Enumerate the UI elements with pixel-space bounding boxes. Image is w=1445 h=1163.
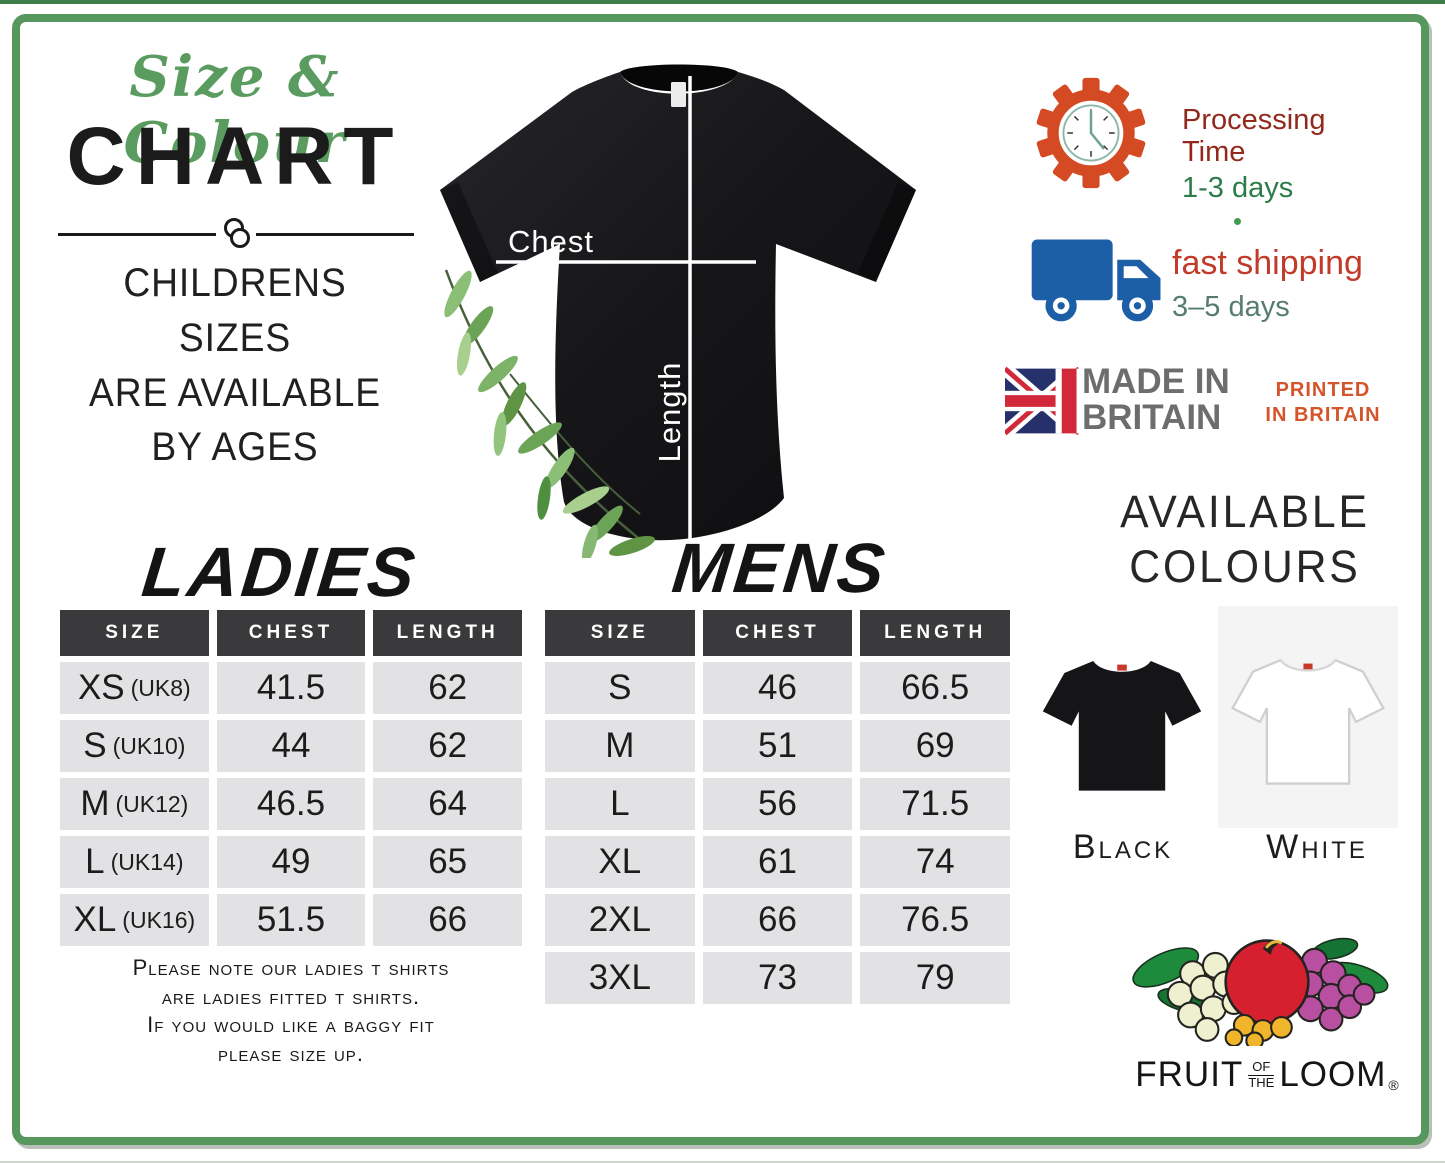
shipping-title: fast shipping — [1172, 244, 1363, 282]
value-cell: 65 — [373, 836, 522, 888]
value-cell: 46 — [702, 662, 853, 714]
made-in-britain-label: MADE IN BRITAIN — [1082, 362, 1230, 438]
childrens-line: SIZES — [178, 315, 292, 360]
size-cell: M — [545, 720, 695, 772]
value-cell: 62 — [373, 662, 522, 714]
value-cell: 61 — [702, 836, 853, 888]
mens-section-title: MENS — [668, 529, 892, 607]
processing-time-text: Processing Time 1-3 days — [1182, 104, 1325, 204]
size-cell: XS (UK8) — [60, 662, 209, 714]
leaf-branch-decoration — [444, 269, 655, 564]
black-colour-tshirt — [1042, 661, 1202, 791]
ladies-size-table: SIZE CHEST LENGTH XS (UK8) 41.5 62 S (UK10) 44 62 M… — [60, 610, 522, 946]
size-cell: XL (UK16) — [60, 894, 209, 946]
value-cell: 79 — [860, 952, 1010, 1004]
note-line: If you would like a baggy fit — [147, 1012, 435, 1038]
value-cell: 76.5 — [860, 894, 1010, 946]
colour-label-black: Black — [1072, 828, 1174, 866]
page-title-main: CHART — [66, 111, 404, 202]
brand-word: FRUIT — [1135, 1055, 1244, 1094]
size-cell: 3XL — [545, 952, 695, 1004]
size-cell: S — [545, 662, 695, 714]
fruit-logo-icon — [1132, 937, 1389, 1051]
value-cell: 41.5 — [216, 662, 366, 714]
white-colour-tshirt — [1230, 658, 1386, 785]
note-line: Please note our ladies t shirts — [132, 955, 450, 980]
fast-shipping-text: fast shipping 3–5 days — [1172, 244, 1363, 324]
divider-line-left — [58, 232, 216, 236]
value-cell: 44 — [216, 720, 366, 772]
fruit-of-the-loom-logo: FRUIT OF THE LOOM ® — [1112, 924, 1422, 1095]
colours-heading-line: COLOURS — [1129, 541, 1361, 593]
value-cell: 66 — [373, 894, 522, 946]
brand-of-the: OF THE — [1248, 1059, 1275, 1090]
value-cell: 51 — [702, 720, 853, 772]
made-in-line: MADE IN — [1082, 362, 1230, 401]
colours-heading-line: AVAILABLE — [1120, 486, 1370, 537]
column-header: CHEST — [702, 610, 853, 656]
size-cell: XL — [545, 836, 695, 888]
printed-in-britain-label: PRINTED IN BRITAIN — [1258, 378, 1388, 428]
column-header: CHEST — [216, 610, 366, 656]
gear-clock-icon — [1036, 77, 1146, 189]
ladies-section-title: LADIES — [138, 533, 422, 611]
value-cell: 56 — [702, 778, 853, 830]
chest-measure-label: Chest — [508, 224, 594, 259]
neck-label — [671, 82, 686, 107]
processing-days: 1-3 days — [1182, 171, 1294, 204]
childrens-note: CHILDRENS SIZES ARE AVAILABLE BY AGES — [44, 256, 425, 475]
value-cell: 66.5 — [860, 662, 1010, 714]
value-cell: 74 — [860, 836, 1010, 888]
size-cell: M (UK12) — [60, 778, 209, 830]
shipping-days: 3–5 days — [1172, 291, 1290, 323]
length-measure-label: Length — [652, 361, 687, 463]
divider-line-right — [256, 232, 414, 236]
black-tshirt-photo — [440, 64, 916, 564]
available-colours-heading: AVAILABLE COLOURS — [1103, 484, 1388, 595]
colour-label-white: White — [1266, 828, 1368, 866]
printed-line: PRINTED — [1275, 379, 1371, 401]
childrens-line: ARE AVAILABLE — [89, 370, 381, 415]
interlocked-rings-icon — [224, 218, 250, 248]
ladies-fit-note: Please note our ladies t shirts are ladi… — [55, 954, 527, 1068]
shipping-truck-icon — [1031, 239, 1161, 322]
value-cell: 73 — [702, 952, 853, 1004]
note-line: please size up. — [218, 1040, 364, 1066]
made-in-line: BRITAIN — [1082, 398, 1222, 438]
processing-line: Processing — [1182, 104, 1326, 136]
page-title-script: Size & Colour — [123, 44, 347, 176]
union-jack-flag-icon — [1005, 366, 1079, 436]
registered-mark: ® — [1388, 1077, 1399, 1093]
value-cell: 69 — [860, 720, 1010, 772]
value-cell: 66 — [702, 894, 853, 946]
brand-word: LOOM — [1279, 1055, 1387, 1094]
value-cell: 51.5 — [216, 894, 366, 946]
value-cell: 62 — [373, 720, 522, 772]
size-cell: L — [545, 778, 695, 830]
value-cell: 46.5 — [216, 778, 366, 830]
value-cell: 64 — [373, 778, 522, 830]
fruit-logo-wordmark: FRUIT OF THE LOOM ® — [1112, 1055, 1422, 1095]
note-line: are ladies fitted t shirts. — [161, 983, 421, 1009]
column-header: LENGTH — [860, 610, 1010, 656]
size-cell: L (UK14) — [60, 836, 209, 888]
tshirt-measure-diagram: Chest Length — [388, 42, 968, 564]
value-cell: 49 — [216, 836, 366, 888]
column-header: SIZE — [545, 610, 695, 656]
size-cell: 2XL — [545, 894, 695, 946]
childrens-line: BY AGES — [151, 425, 319, 470]
size-cell: S (UK10) — [60, 720, 209, 772]
value-cell: 71.5 — [860, 778, 1010, 830]
printed-line: IN BRITAIN — [1265, 404, 1381, 426]
green-dot-decoration — [1234, 218, 1241, 225]
mens-size-table: SIZE CHEST LENGTH S 46 66.5 M 51 69 L 56 71.5 XL 61 74… — [545, 610, 1010, 1004]
processing-line: Time — [1182, 136, 1246, 169]
ornament-divider — [58, 216, 414, 252]
childrens-line: CHILDRENS — [123, 261, 347, 305]
column-header: SIZE — [60, 610, 209, 656]
column-header: LENGTH — [373, 610, 522, 656]
